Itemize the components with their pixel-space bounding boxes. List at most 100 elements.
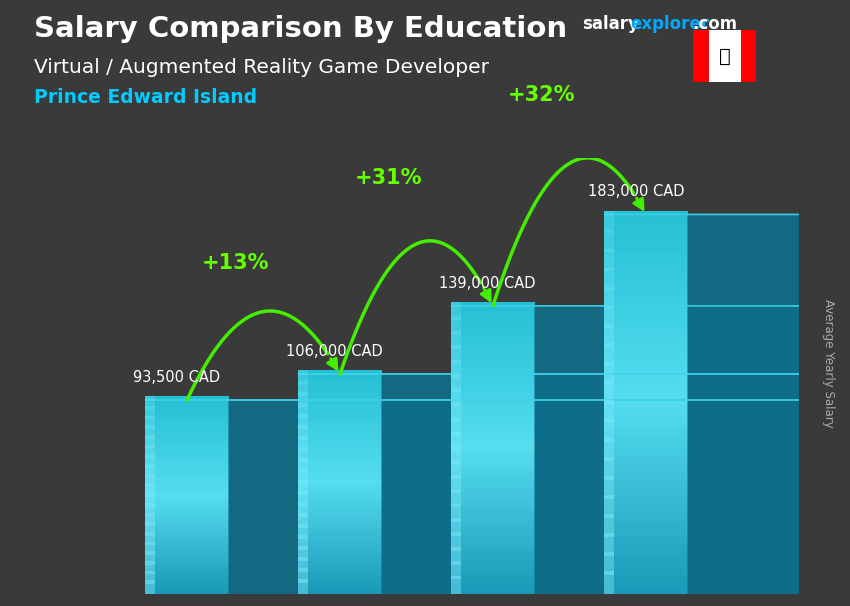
Bar — [450, 422, 536, 431]
Bar — [144, 399, 229, 407]
Bar — [450, 345, 536, 354]
Bar — [604, 438, 614, 461]
Bar — [144, 542, 155, 555]
Bar — [298, 465, 382, 473]
Text: +31%: +31% — [355, 168, 422, 188]
Bar — [144, 409, 229, 416]
Bar — [604, 438, 689, 448]
Bar — [298, 425, 308, 440]
Bar — [298, 576, 382, 583]
Bar — [144, 464, 155, 478]
Bar — [144, 577, 229, 584]
Bar — [450, 388, 461, 407]
Bar — [604, 337, 689, 347]
Bar — [450, 479, 536, 488]
Bar — [298, 418, 382, 425]
Text: +32%: +32% — [508, 85, 575, 105]
Bar — [604, 268, 689, 278]
Bar — [298, 469, 308, 484]
Bar — [144, 428, 229, 436]
Bar — [298, 462, 382, 469]
Bar — [298, 546, 308, 561]
Bar — [144, 445, 229, 451]
Text: +13%: +13% — [202, 253, 269, 273]
Text: Virtual / Augmented Reality Game Developer: Virtual / Augmented Reality Game Develop… — [34, 58, 489, 76]
Bar — [298, 506, 382, 513]
Bar — [144, 503, 229, 510]
Bar — [144, 503, 155, 516]
Bar — [144, 461, 229, 468]
Bar — [144, 493, 155, 507]
Bar — [144, 532, 155, 545]
Bar — [144, 413, 229, 419]
Bar — [450, 331, 461, 349]
Polygon shape — [382, 374, 850, 594]
Bar — [604, 217, 689, 227]
Bar — [604, 381, 614, 404]
Bar — [450, 359, 461, 378]
Bar — [450, 504, 536, 512]
Text: 139,000 CAD: 139,000 CAD — [439, 276, 536, 290]
Bar — [144, 454, 155, 468]
Bar — [450, 461, 461, 479]
Bar — [450, 551, 536, 561]
Bar — [604, 476, 689, 487]
Bar — [604, 432, 689, 442]
Bar — [450, 307, 536, 315]
Bar — [144, 451, 229, 458]
Bar — [298, 458, 308, 473]
Bar — [144, 587, 229, 594]
Bar — [298, 524, 382, 531]
Bar — [450, 316, 536, 325]
Bar — [298, 531, 382, 539]
Bar — [144, 484, 229, 490]
Bar — [144, 567, 229, 574]
Bar — [604, 344, 689, 353]
Bar — [604, 489, 689, 499]
Bar — [144, 403, 229, 410]
Bar — [604, 394, 689, 404]
Bar — [298, 370, 382, 378]
Bar — [604, 407, 689, 417]
Bar — [144, 538, 229, 545]
Bar — [450, 518, 461, 536]
Bar — [604, 495, 689, 505]
Bar — [144, 493, 229, 500]
Bar — [450, 412, 536, 421]
Bar — [144, 458, 229, 465]
Bar — [604, 268, 614, 290]
Bar — [604, 476, 614, 499]
Bar — [604, 464, 689, 474]
Bar — [604, 299, 689, 309]
Bar — [144, 542, 229, 548]
Bar — [450, 566, 536, 574]
Bar — [450, 475, 461, 493]
Bar — [604, 344, 614, 366]
Bar — [450, 494, 536, 502]
Bar — [450, 484, 536, 493]
Bar — [298, 378, 382, 385]
Bar — [144, 416, 229, 422]
Bar — [450, 355, 536, 364]
Bar — [298, 510, 382, 517]
Bar — [144, 513, 229, 519]
Bar — [450, 341, 536, 349]
Bar — [298, 513, 308, 528]
Bar — [450, 508, 536, 517]
Bar — [298, 385, 382, 393]
Bar — [298, 535, 308, 550]
Bar — [604, 419, 614, 442]
Text: salary: salary — [582, 15, 639, 33]
Bar — [298, 550, 382, 558]
Bar — [450, 451, 536, 459]
Bar — [144, 571, 229, 578]
Bar — [450, 446, 461, 464]
Bar — [450, 302, 536, 310]
Bar — [450, 470, 536, 479]
Bar — [450, 345, 461, 364]
Polygon shape — [536, 305, 850, 594]
Bar — [604, 318, 689, 328]
Bar — [144, 406, 155, 419]
Bar — [144, 499, 229, 507]
Bar — [450, 403, 536, 411]
